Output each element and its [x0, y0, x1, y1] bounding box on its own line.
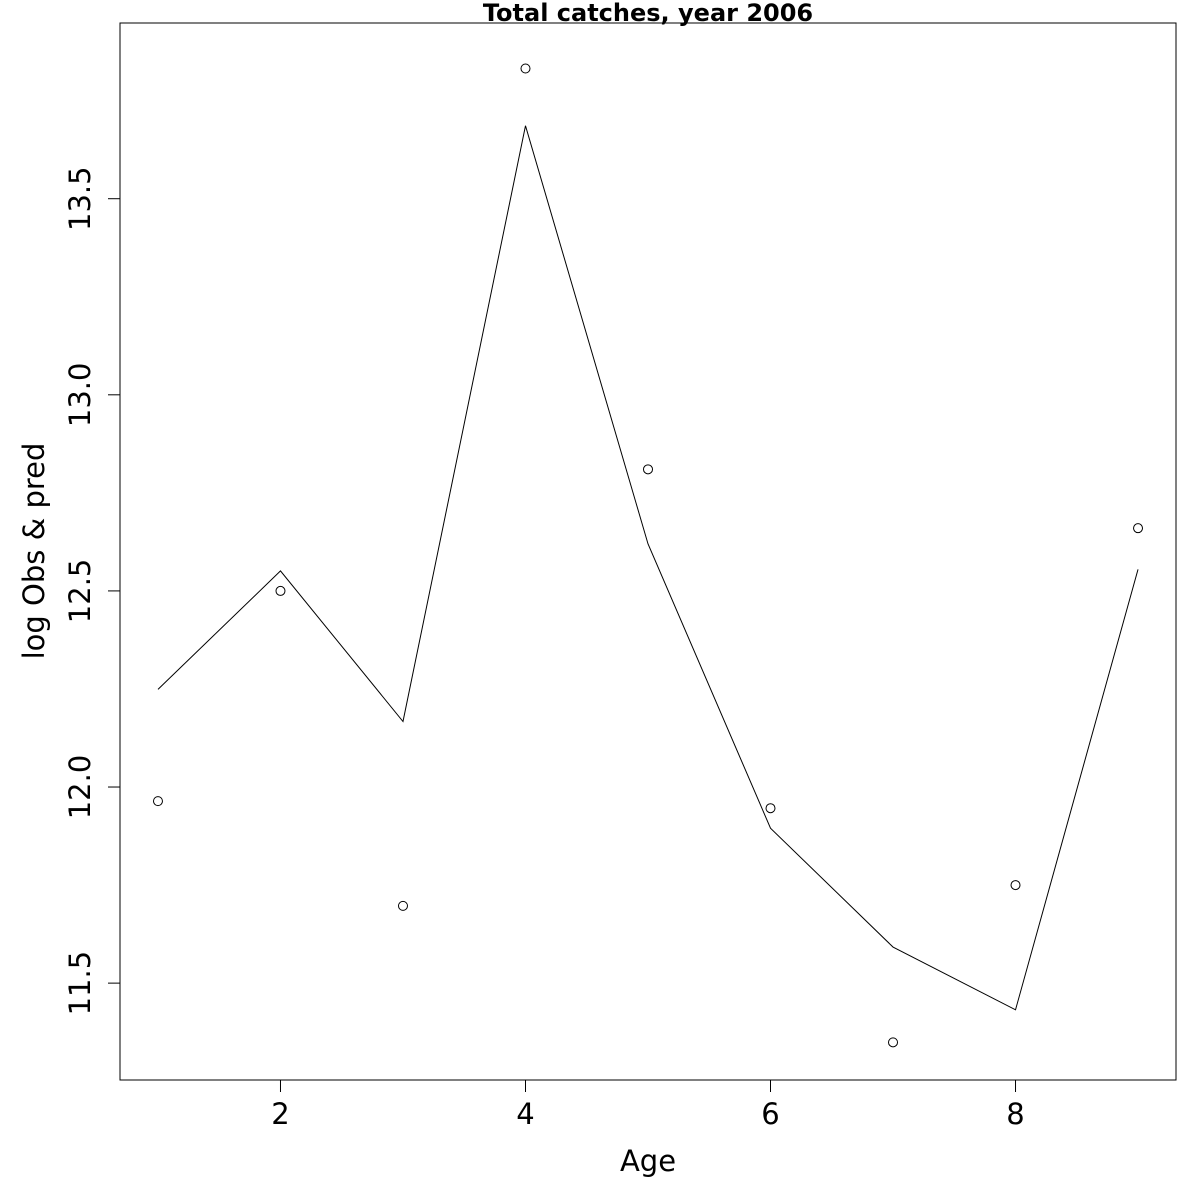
observed-point — [888, 1037, 899, 1048]
y-axis-label: log Obs & pred — [17, 443, 51, 660]
predicted-line — [157, 125, 1139, 1011]
x-tick-label: 8 — [1006, 1097, 1024, 1131]
y-tick-label: 12.0 — [63, 755, 97, 820]
x-tick-label: 6 — [761, 1097, 779, 1131]
observed-point — [643, 464, 653, 475]
x-tick-label: 4 — [516, 1097, 534, 1131]
observed-point — [765, 803, 776, 814]
y-tick-label: 12.5 — [63, 559, 97, 624]
y-tick-label: 11.5 — [63, 951, 97, 1016]
y-tick-label: 13.5 — [63, 166, 97, 231]
x-axis: 2 4 6 8 — [271, 1079, 1025, 1131]
observed-point — [520, 63, 531, 74]
observed-point — [1133, 523, 1144, 534]
x-axis-label: Age — [620, 1144, 676, 1178]
predicted-line-series — [157, 125, 1139, 1011]
observed-point — [1010, 880, 1021, 891]
y-tick-label: 13.0 — [63, 363, 97, 428]
y-axis: 11.5 12.0 12.5 13.0 13.5 — [63, 166, 121, 1016]
observed-point — [397, 900, 408, 911]
observed-points-series — [152, 63, 1144, 1048]
observed-point — [275, 585, 286, 596]
observed-point — [152, 796, 163, 807]
plot-frame — [119, 22, 1177, 1081]
x-tick-label: 2 — [271, 1097, 289, 1131]
